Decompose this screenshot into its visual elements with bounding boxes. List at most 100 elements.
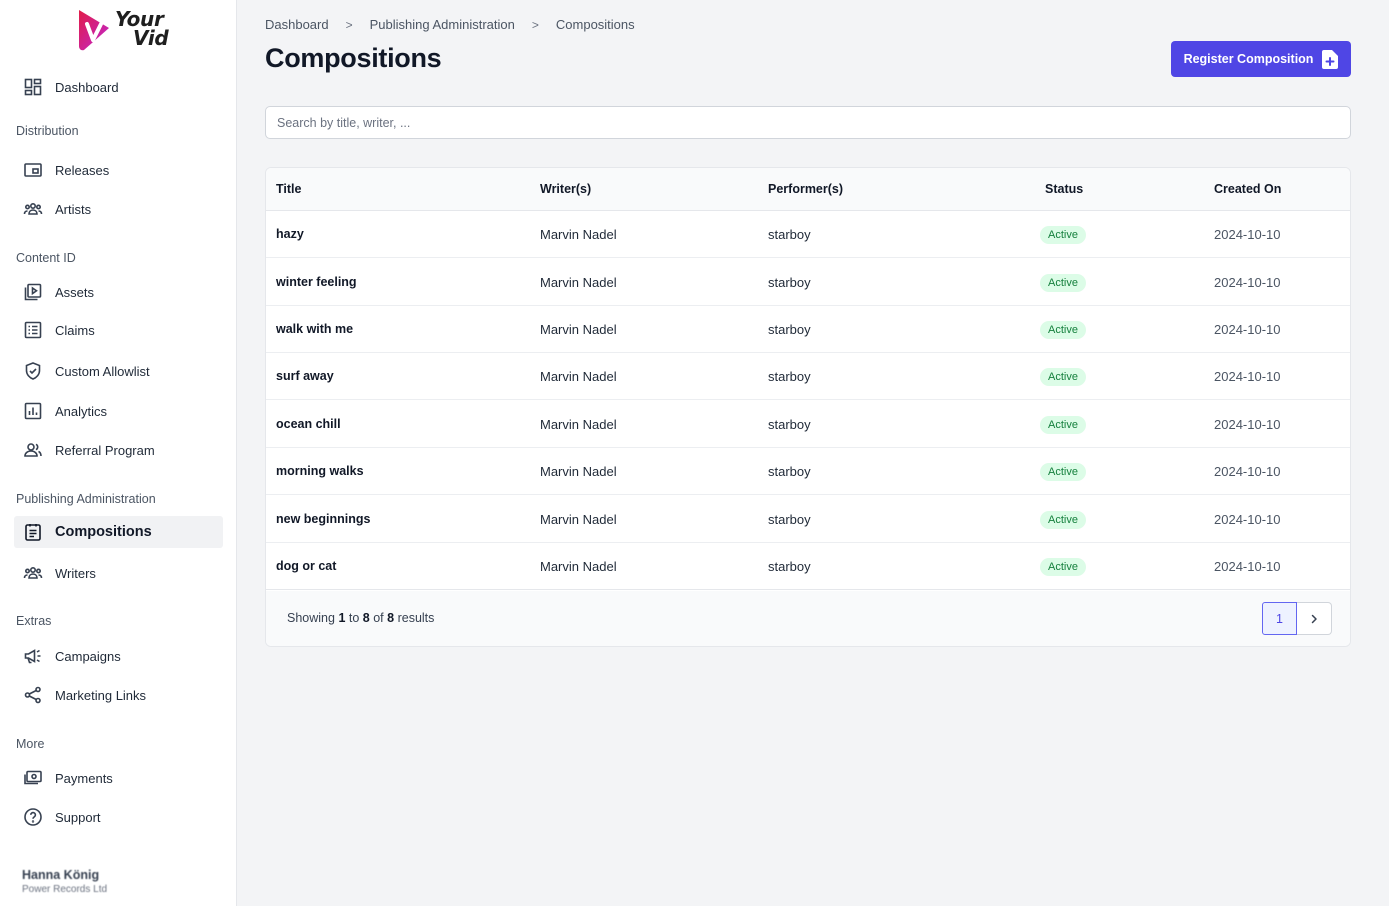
breadcrumb-dashboard[interactable]: Dashboard — [265, 17, 329, 32]
page-button-1[interactable]: 1 — [1262, 602, 1297, 635]
sidebar-item-label: Marketing Links — [55, 687, 147, 703]
sidebar-item-releases[interactable]: Releases — [14, 154, 223, 186]
to-word: to — [348, 611, 360, 625]
sidebar-item-campaigns[interactable]: Campaigns — [14, 640, 223, 672]
cell-performer: starboy — [768, 417, 811, 432]
table-row[interactable]: morning walks Marvin Nadel starboy Activ… — [266, 448, 1350, 495]
sidebar-item-label: Analytics — [55, 403, 108, 419]
table-row[interactable]: ocean chill Marvin Nadel starboy Active … — [266, 401, 1350, 448]
table-row[interactable]: surf away Marvin Nadel starboy Active 20… — [266, 353, 1350, 400]
cell-writer: Marvin Nadel — [540, 322, 617, 337]
cell-performer: starboy — [768, 275, 811, 290]
sidebar-item-label: Claims — [55, 322, 95, 338]
user-name: Hanna König — [22, 868, 100, 882]
breadcrumb-publishing-administration[interactable]: Publishing Administration — [369, 17, 515, 32]
cell-writer: Marvin Nadel — [540, 227, 617, 242]
sidebar-item-marketing-links[interactable]: Marketing Links — [14, 679, 223, 711]
file-plus-icon — [1322, 49, 1339, 69]
cell-writer: Marvin Nadel — [540, 417, 617, 432]
cell-performer: starboy — [768, 559, 811, 574]
showing-prefix: Showing — [287, 611, 335, 625]
column-header-status[interactable]: Status — [1045, 182, 1084, 196]
table-footer: Showing 1 to 8 of 8 results 1 — [266, 591, 1350, 646]
cell-title: walk with me — [276, 322, 354, 336]
table-row[interactable]: winter feeling Marvin Nadel starboy Acti… — [266, 259, 1350, 306]
register-composition-label: Register Composition — [1183, 52, 1314, 66]
user-profile[interactable]: Hanna König Power Records Ltd — [22, 868, 107, 895]
sidebar-item-label: Assets — [55, 284, 95, 300]
brand-line-2: Vid — [133, 26, 169, 50]
sidebar-item-analytics[interactable]: Analytics — [14, 395, 223, 427]
play-logo-icon — [79, 10, 109, 51]
chevron-right-icon: > — [345, 17, 353, 32]
sidebar-item-assets[interactable]: Assets — [14, 276, 223, 308]
cell-writer: Marvin Nadel — [540, 464, 617, 479]
brand-name: Your Vid — [115, 7, 169, 50]
cell-created-on: 2024-10-10 — [1214, 559, 1281, 574]
sidebar-item-label: Payments — [55, 770, 113, 786]
column-header-title[interactable]: Title — [276, 182, 302, 196]
status-badge: Active — [1040, 463, 1086, 481]
table-row[interactable]: dog or cat Marvin Nadel starboy Active 2… — [266, 543, 1350, 590]
dashboard-icon — [23, 77, 43, 97]
status-badge: Active — [1040, 368, 1086, 386]
shield-check-icon — [23, 361, 43, 381]
people-icon — [23, 440, 43, 460]
megaphone-icon — [23, 646, 43, 666]
search-input[interactable] — [265, 106, 1351, 139]
column-header-writers[interactable]: Writer(s) — [540, 182, 592, 196]
section-label-extras: Extras — [16, 614, 52, 628]
sidebar-item-claims[interactable]: Claims — [14, 314, 223, 346]
breadcrumb-compositions[interactable]: Compositions — [555, 17, 635, 32]
breadcrumb: Dashboard > Publishing Administration > … — [265, 17, 635, 32]
sidebar-item-label: Custom Allowlist — [55, 363, 150, 379]
cell-title: ocean chill — [276, 417, 341, 431]
cell-title: morning walks — [276, 464, 364, 478]
bar-chart-icon — [23, 401, 43, 421]
payments-icon — [23, 768, 43, 788]
sidebar: Your Vid Dashboard Distribution Releases… — [0, 0, 237, 906]
table-row[interactable]: walk with me Marvin Nadel starboy Active… — [266, 306, 1350, 353]
table-row[interactable]: hazy Marvin Nadel starboy Active 2024-10… — [266, 211, 1350, 258]
section-label-distribution: Distribution — [16, 124, 79, 138]
user-organization: Power Records Ltd — [22, 884, 108, 895]
sidebar-item-label: Writers — [55, 565, 96, 581]
status-badge: Active — [1040, 416, 1086, 434]
next-page-button[interactable] — [1297, 602, 1332, 635]
column-header-performers[interactable]: Performer(s) — [768, 182, 844, 196]
section-label-publishing-administration: Publishing Administration — [16, 492, 156, 506]
table-row[interactable]: new beginnings Marvin Nadel starboy Acti… — [266, 496, 1350, 543]
register-composition-button[interactable]: Register Composition — [1171, 41, 1351, 77]
cell-performer: starboy — [768, 464, 811, 479]
cell-created-on: 2024-10-10 — [1214, 512, 1281, 527]
brand-line-1: Your — [115, 7, 164, 31]
cell-created-on: 2024-10-10 — [1214, 417, 1281, 432]
sidebar-item-artists[interactable]: Artists — [14, 193, 223, 225]
sidebar-item-label: Artists — [55, 201, 92, 217]
status-badge: Active — [1040, 274, 1086, 292]
section-label-more: More — [16, 737, 45, 751]
sidebar-item-custom-allowlist[interactable]: Custom Allowlist — [14, 355, 223, 387]
sidebar-item-payments[interactable]: Payments — [14, 762, 223, 794]
pagination: 1 — [1262, 602, 1332, 635]
cell-title: dog or cat — [276, 559, 337, 573]
sidebar-item-label: Dashboard — [55, 79, 119, 95]
sidebar-item-compositions[interactable]: Compositions — [14, 516, 223, 548]
page-title: Compositions — [265, 43, 442, 73]
sidebar-item-writers[interactable]: Writers — [14, 557, 223, 589]
sidebar-item-support[interactable]: Support — [14, 801, 223, 833]
cell-title: surf away — [276, 369, 334, 383]
group-icon — [23, 199, 43, 219]
status-badge: Active — [1040, 558, 1086, 576]
cell-writer: Marvin Nadel — [540, 275, 617, 290]
cell-writer: Marvin Nadel — [540, 512, 617, 527]
brand-logo[interactable]: Your Vid — [76, 8, 176, 54]
column-header-created-on[interactable]: Created On — [1214, 182, 1282, 196]
sidebar-item-referral-program[interactable]: Referral Program — [14, 434, 223, 466]
cell-performer: starboy — [768, 369, 811, 384]
sidebar-item-dashboard[interactable]: Dashboard — [14, 71, 223, 103]
of-word: of — [373, 611, 384, 625]
cell-created-on: 2024-10-10 — [1214, 369, 1281, 384]
share-icon — [23, 685, 43, 705]
group-icon — [23, 563, 43, 583]
